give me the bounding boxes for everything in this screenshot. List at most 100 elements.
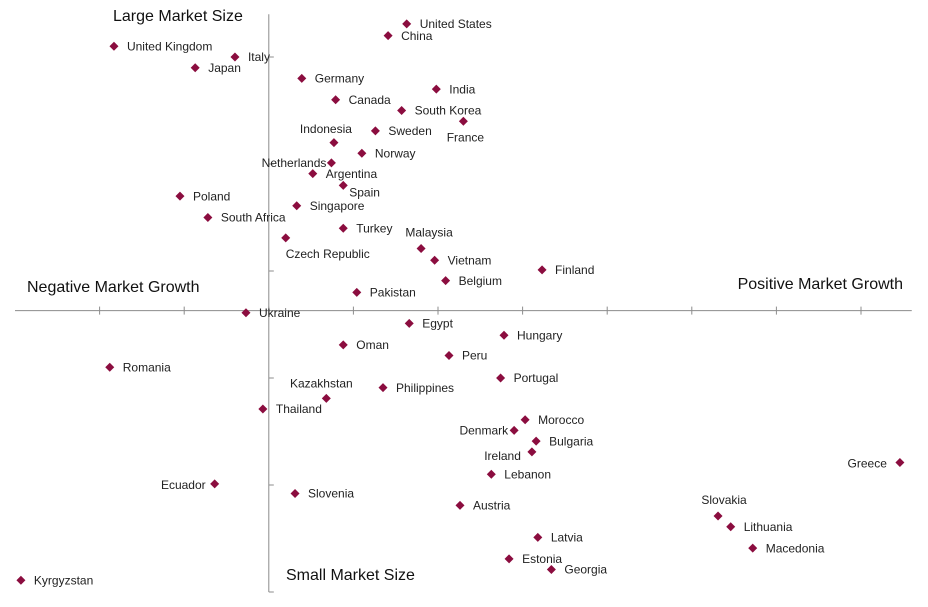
data-point (210, 479, 220, 489)
data-point (331, 95, 341, 105)
data-point (527, 447, 537, 457)
point-label: Kazakhstan (290, 377, 353, 391)
point-label: Argentina (326, 167, 378, 181)
data-point (531, 436, 541, 446)
point-label: Ukraine (259, 306, 301, 320)
data-point (258, 404, 268, 414)
top-quadrant-label: Large Market Size (113, 8, 243, 25)
point-label: China (401, 29, 433, 43)
data-point (504, 554, 514, 564)
point-label: Ireland (484, 449, 521, 463)
data-point (241, 308, 251, 318)
point-label: Ecuador (161, 478, 206, 492)
point-label: Slovenia (308, 487, 354, 501)
point-label: Indonesia (300, 122, 352, 136)
point-label: Spain (349, 186, 380, 200)
data-point (308, 169, 318, 179)
data-point (713, 511, 723, 521)
point-label: Georgia (564, 563, 607, 577)
point-label: Malaysia (405, 226, 453, 240)
data-point (748, 543, 758, 553)
data-point (190, 63, 200, 73)
data-point (338, 340, 348, 350)
point-label: Egypt (422, 317, 453, 331)
data-point (537, 265, 547, 275)
data-point (329, 138, 339, 148)
point-label: Morocco (538, 413, 584, 427)
point-label: Singapore (310, 199, 365, 213)
point-label: Lithuania (744, 520, 793, 534)
point-label: Vietnam (448, 253, 492, 267)
data-point (175, 191, 185, 201)
data-point (402, 19, 412, 29)
data-point (444, 351, 454, 361)
data-point (281, 233, 291, 243)
point-label: Czech Republic (286, 247, 370, 261)
point-label: Poland (193, 189, 230, 203)
data-point (509, 425, 519, 435)
data-point (338, 223, 348, 233)
point-label: Hungary (517, 328, 562, 342)
data-point (297, 73, 307, 83)
right-quadrant-label: Positive Market Growth (738, 276, 903, 293)
point-label: Philippines (396, 381, 454, 395)
data-point (404, 318, 414, 328)
data-point (455, 500, 465, 510)
point-label: United Kingdom (127, 39, 212, 53)
data-point (383, 31, 393, 41)
point-label: France (447, 130, 485, 144)
data-point (546, 565, 556, 575)
point-label: Finland (555, 263, 594, 277)
point-label: Italy (248, 50, 270, 64)
point-label: Sweden (388, 124, 431, 138)
point-label: Denmark (459, 424, 509, 438)
point-label: Germany (315, 72, 364, 86)
point-label: Norway (375, 146, 416, 160)
left-quadrant-label: Negative Market Growth (27, 279, 200, 296)
data-point (321, 393, 331, 403)
point-label: Bulgaria (549, 434, 593, 448)
point-label: Netherlands (262, 156, 327, 170)
data-point (370, 126, 380, 136)
data-point (109, 41, 119, 51)
point-label: Greece (848, 457, 888, 471)
point-label: Oman (356, 338, 389, 352)
data-point (203, 213, 213, 222)
data-point (486, 469, 496, 479)
data-point (499, 330, 509, 340)
point-label: Romania (123, 360, 171, 374)
data-point (338, 180, 348, 190)
point-label: Estonia (522, 552, 562, 566)
point-label: Japan (208, 61, 241, 75)
data-point (352, 287, 362, 297)
point-label: Macedonia (766, 541, 825, 555)
data-point (458, 116, 468, 126)
point-label: South Korea (415, 104, 482, 118)
data-point (105, 362, 115, 372)
point-label: Kyrgyzstan (34, 573, 93, 587)
data-point (292, 201, 302, 211)
point-label: India (449, 82, 475, 96)
point-label: Austria (473, 499, 511, 513)
point-label: Pakistan (370, 286, 416, 300)
point-label: Lebanon (504, 467, 551, 481)
data-point (397, 106, 407, 115)
data-point (290, 489, 300, 499)
data-point (520, 415, 530, 425)
data-point (430, 255, 440, 265)
data-point (416, 244, 426, 254)
data-point (895, 458, 905, 468)
data-point (441, 276, 451, 286)
point-label: Belgium (459, 274, 502, 288)
data-point (357, 148, 367, 158)
data-point (230, 52, 240, 62)
data-point (326, 158, 336, 168)
data-point (533, 532, 543, 542)
point-label: South Africa (221, 211, 286, 225)
bottom-quadrant-label: Small Market Size (286, 567, 415, 584)
data-point (431, 84, 441, 94)
data-point (16, 575, 26, 585)
data-point (496, 373, 506, 383)
point-label: Slovakia (701, 493, 747, 507)
